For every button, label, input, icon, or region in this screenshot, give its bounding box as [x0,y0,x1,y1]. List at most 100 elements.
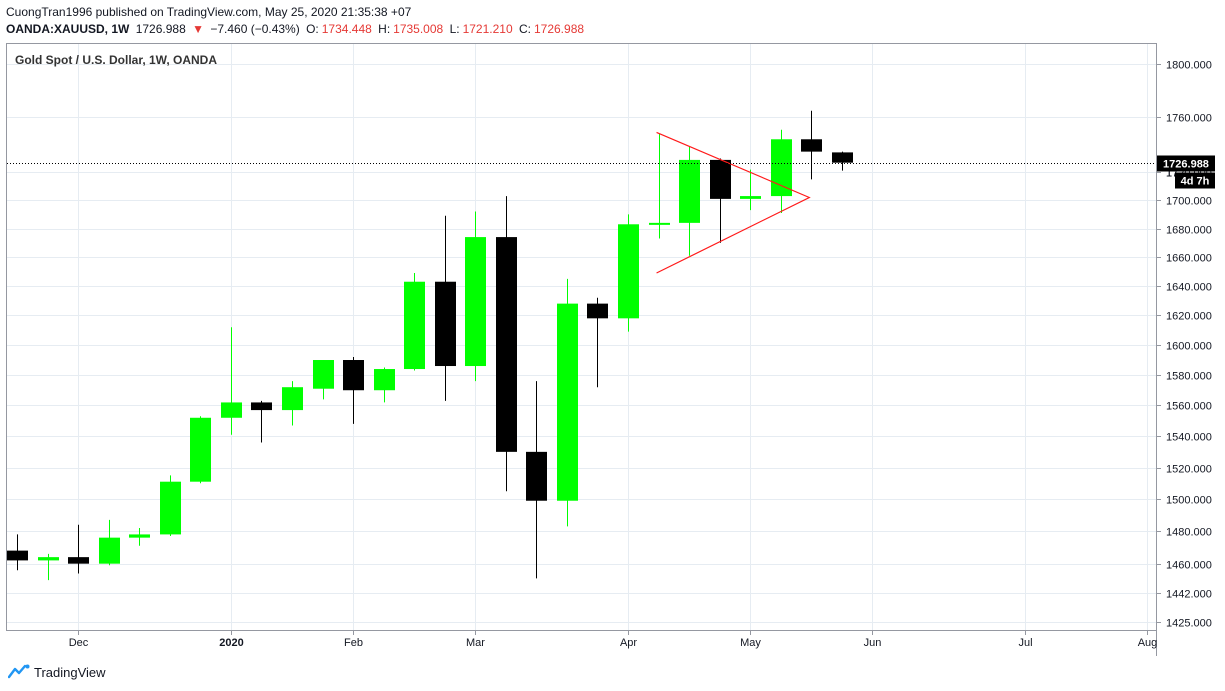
candle-body [404,281,425,370]
candle [343,357,364,424]
candle-body [496,237,517,452]
time-tick-label: Feb [344,637,363,649]
candle [618,214,639,332]
candle-body [99,537,120,564]
candle [7,534,28,571]
time-tick-label: May [740,637,761,649]
time-tick-label: Dec [69,637,89,649]
price-tick-label: 1442.000 [1166,589,1212,601]
triangle-pattern[interactable] [656,131,811,274]
candle-body [7,550,28,561]
candle [129,527,150,546]
candle-body [832,152,853,163]
time-tick-label: 2020 [219,637,243,649]
candle [649,133,670,239]
candle-body [465,237,486,367]
candle-body [343,360,364,391]
last-price: 1726.988 [135,22,186,36]
countdown-badge [1175,172,1215,189]
candle [99,519,120,566]
price-tick-label: 1500.000 [1166,495,1212,507]
candle-body [679,159,700,223]
price-axis[interactable]: 1800.0001760.0001720.0001700.0001680.000… [1156,60,1212,630]
price-tick-label: 1600.000 [1166,341,1212,353]
close-label: C: [518,22,531,36]
last-price-badge [1157,155,1215,172]
candle-body [435,281,456,367]
last-price-badge-label: 1726.988 [1163,159,1209,171]
candle [587,297,608,388]
candle [160,475,181,537]
candle [374,367,395,403]
candle-body [587,303,608,319]
symbol-ohlc-line: OANDA:XAUUSD, 1W 1726.988 ▼ −7.460 (−0.4… [6,22,587,36]
publisher-line: CuongTran1996 published on TradingView.c… [6,5,412,19]
chart-legend: Gold Spot / U.S. Dollar, 1W, OANDA [15,53,218,67]
time-tick-label: Aug [1138,637,1158,649]
candle [465,211,486,382]
time-tick-label: Apr [620,637,637,649]
candle-body [313,360,334,389]
candle-body [710,159,731,199]
candle [190,416,211,484]
price-tick-label: 1660.000 [1166,253,1212,265]
candle-body [129,534,150,538]
price-tick-label: 1680.000 [1166,225,1212,237]
candle-body [618,224,639,319]
candle [221,327,242,435]
candle [251,400,272,443]
candle [38,553,59,581]
price-tick-label: 1560.000 [1166,401,1212,413]
grid [7,44,1156,630]
price-tick-label: 1480.000 [1166,527,1212,539]
tradingview-brand-label: TradingView [34,664,106,680]
plot-frame [6,43,1157,631]
open-value: 1734.448 [321,22,372,36]
candle-body [282,387,303,411]
candle [557,278,578,527]
candle [313,360,334,400]
high-label: H: [378,22,391,36]
open-label: O: [306,22,319,36]
price-tick-label: 1620.000 [1166,311,1212,323]
price-change: −7.460 (−0.43%) [210,22,300,36]
tradingview-logo-icon [8,664,30,679]
candles[interactable] [7,110,853,581]
price-tick-label: 1425.000 [1166,618,1212,630]
candle-body [68,557,89,564]
candle [404,273,425,371]
time-tick-label: Jun [864,637,882,649]
price-tick-label: 1460.000 [1166,560,1212,572]
candle-body [526,451,547,501]
candle-body [251,402,272,411]
price-tick-label: 1580.000 [1166,371,1212,383]
time-axis[interactable]: Dec 2020 Feb Mar Apr May Jun Jul Aug [69,630,1158,649]
candle [282,381,303,426]
candle [771,129,792,213]
candle-body [740,196,761,199]
price-tick-label: 1760.000 [1166,113,1212,125]
price-tick-label: 1540.000 [1166,432,1212,444]
candle [526,381,547,579]
candle-body [557,303,578,501]
footer-brand[interactable]: TradingView [8,664,106,680]
close-value: 1726.988 [533,22,585,36]
down-arrow-icon: ▼ [192,22,204,36]
candle-body [801,139,822,152]
candle-body [649,222,670,225]
triangle-trendline [656,131,811,274]
candle [496,196,517,492]
candle [679,146,700,256]
price-tick-label: 1700.000 [1166,196,1212,208]
price-tick-label: 1640.000 [1166,282,1212,294]
low-label: L: [449,22,460,36]
candle-body [190,417,211,482]
candle [740,169,761,211]
time-tick-label: Jul [1018,637,1032,649]
price-tick-label: 1800.000 [1166,60,1212,72]
candle-body [374,369,395,391]
candle [710,158,731,243]
countdown-badge-label: 4d 7h [1181,176,1210,188]
